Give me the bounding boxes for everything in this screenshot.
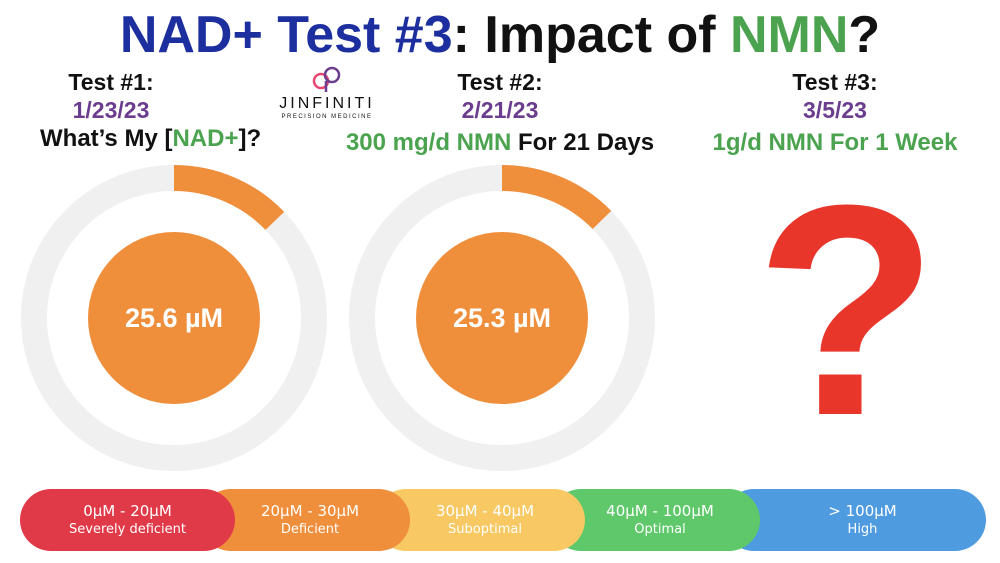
- scale-segment-deficient: 20µM - 30µM Deficient: [200, 489, 410, 551]
- test-3-subtitle: 1g/d NMN For 1 Week: [712, 129, 958, 156]
- gauge-test-2-chart: [349, 165, 655, 471]
- scale-suboptimal-name: Suboptimal: [448, 522, 522, 537]
- gauge-test-2: 25.3 µM: [346, 162, 658, 474]
- gauge-test-1-value: 25.6 µM: [124, 302, 224, 333]
- test-2-date: 2/21/23: [461, 97, 539, 123]
- gauge-test-1: 25.6 µM: [18, 162, 330, 474]
- scale-segment-suboptimal: 30µM - 40µM Suboptimal: [375, 489, 585, 551]
- test-1-label: Test #1:: [68, 69, 154, 95]
- gauge-test-2-core: [416, 232, 588, 404]
- gauge-test-2-arc: [501, 165, 612, 230]
- gauge-test-2-value: 25.3 µM: [452, 302, 552, 333]
- test-1-subtitle-nad: NAD+: [172, 125, 239, 152]
- jinfiniti-logo: JINFINITI PRECISION MEDICINE: [262, 63, 392, 127]
- scale-deficient-range: 20µM - 30µM: [260, 502, 360, 520]
- logo-tagline: PRECISION MEDICINE: [281, 114, 373, 120]
- test-1-subtitle-post: ]?: [238, 125, 262, 152]
- title-part-nad: NAD+ Test #3: [119, 6, 453, 64]
- logo-wordmark: JINFINITI: [279, 95, 375, 112]
- test-1-subtitle-pre: What’s My [: [40, 125, 173, 152]
- scale-severe-range: 0µM - 20µM: [83, 502, 172, 520]
- gauge-test-1-arc: [173, 165, 285, 231]
- title-part-impact: : Impact of: [452, 6, 730, 64]
- page-title: NAD+ Test #3: Impact of NMN?: [0, 2, 1000, 68]
- scale-optimal-range: 40µM - 100µM: [606, 502, 714, 520]
- scale-high-range: > 100µM: [828, 502, 897, 520]
- scale-suboptimal-range: 30µM - 40µM: [435, 502, 535, 520]
- scale-segment-optimal: 40µM - 100µM Optimal: [550, 489, 760, 551]
- test-1-date: 1/23/23: [72, 97, 150, 123]
- test-3-label: Test #3:: [792, 69, 878, 95]
- scale-high-name: High: [847, 522, 878, 537]
- jinfiniti-logo-icon: [312, 66, 341, 92]
- scale-severe-name: Severely deficient: [69, 522, 186, 537]
- test-3-date: 3/5/23: [803, 97, 867, 123]
- test-2-label: Test #2:: [457, 69, 543, 95]
- test-1-subtitle: What’s My [NAD+]?: [40, 124, 300, 154]
- test-2-subtitle-duration: For 21 Days: [511, 129, 655, 156]
- title-part-nmn: NMN: [729, 6, 849, 64]
- nad-reference-scale: > 100µM High 40µM - 100µM Optimal 30µM -…: [20, 489, 986, 551]
- scale-optimal-name: Optimal: [634, 522, 686, 537]
- scale-segment-high: > 100µM High: [723, 489, 986, 551]
- gauge-test-1-core: [88, 232, 260, 404]
- title-part-question: ?: [848, 6, 881, 64]
- gauge-test-1-chart: [21, 165, 327, 471]
- question-mark: ?: [755, 142, 939, 478]
- scale-segment-severely-deficient: 0µM - 20µM Severely deficient: [20, 489, 235, 551]
- test-2-subtitle: 300 mg/d NMN For 21 Days: [330, 128, 670, 158]
- scale-deficient-name: Deficient: [280, 522, 340, 537]
- test-2-header: Test #2: 2/21/23 300 mg/d NMN For 21 Day…: [330, 68, 670, 158]
- test-3-header: Test #3: 3/5/23 1g/d NMN For 1 Week: [695, 68, 975, 158]
- test-1-header: Test #1: 1/23/23 What’s My [NAD+]?: [40, 68, 300, 154]
- test-2-subtitle-dose: 300 mg/d NMN: [345, 129, 512, 156]
